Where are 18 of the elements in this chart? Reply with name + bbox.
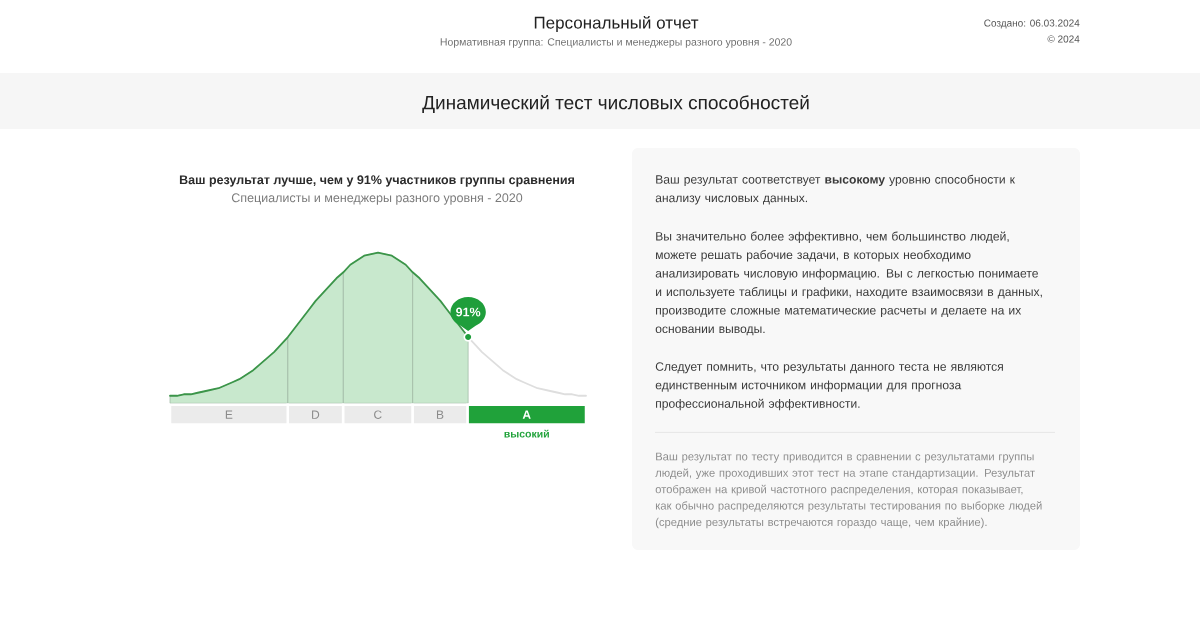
text: Ваш результат по тесту приводится в сравнении с результатами группы людей, уже проходивших этот тест на этапе стандартизации. Результат отображен на кривой частотного распределения, которая показывает, как обычно распределяются результаты тестирования по выборке людей (средние результаты встречаются гораздо чаще, чем крайние).	[655, 452, 1042, 529]
text: высокий	[504, 429, 549, 438]
text: Вы значительно более эффективно, чем большинство людей, можете решать рабочие задачи, в которых необходимо анализировать числовую информацию. Вы с легкостью понимаете и используете таблицы и графики, находите взаимосвязи в данных, производите сложные математические расчеты и делаете на их основании выводы.	[655, 231, 1042, 336]
text: Создано: 06.03.2024	[984, 19, 1080, 29]
annotation: 91%	[456, 307, 481, 317]
chart-subtitle: Специалисты и менеджеры разного уровня - 2020	[231, 193, 523, 205]
series-label: C	[374, 410, 382, 419]
series-label: D	[312, 410, 320, 419]
text: Персональный отчет	[534, 15, 699, 33]
text: Динамический тест числовых способностей	[422, 95, 809, 113]
series-label: A	[522, 410, 531, 419]
text: © 2024	[1047, 35, 1080, 43]
series-label: B	[436, 410, 444, 419]
text: Нормативная группа: Специалисты и менеджеры разного уровня - 2020	[440, 38, 792, 48]
text: Ваш результат соответствует высокому уровню способности к анализу числовых данных.	[655, 174, 1015, 205]
chart-title: Ваш результат лучше, чем у 91% участников группы сравнения	[179, 175, 575, 187]
series-label: E	[225, 410, 233, 419]
text: Следует помнить, что результаты данного теста не являются единственным источником информации для прогноза профессиональной эффективности.	[655, 362, 1003, 411]
